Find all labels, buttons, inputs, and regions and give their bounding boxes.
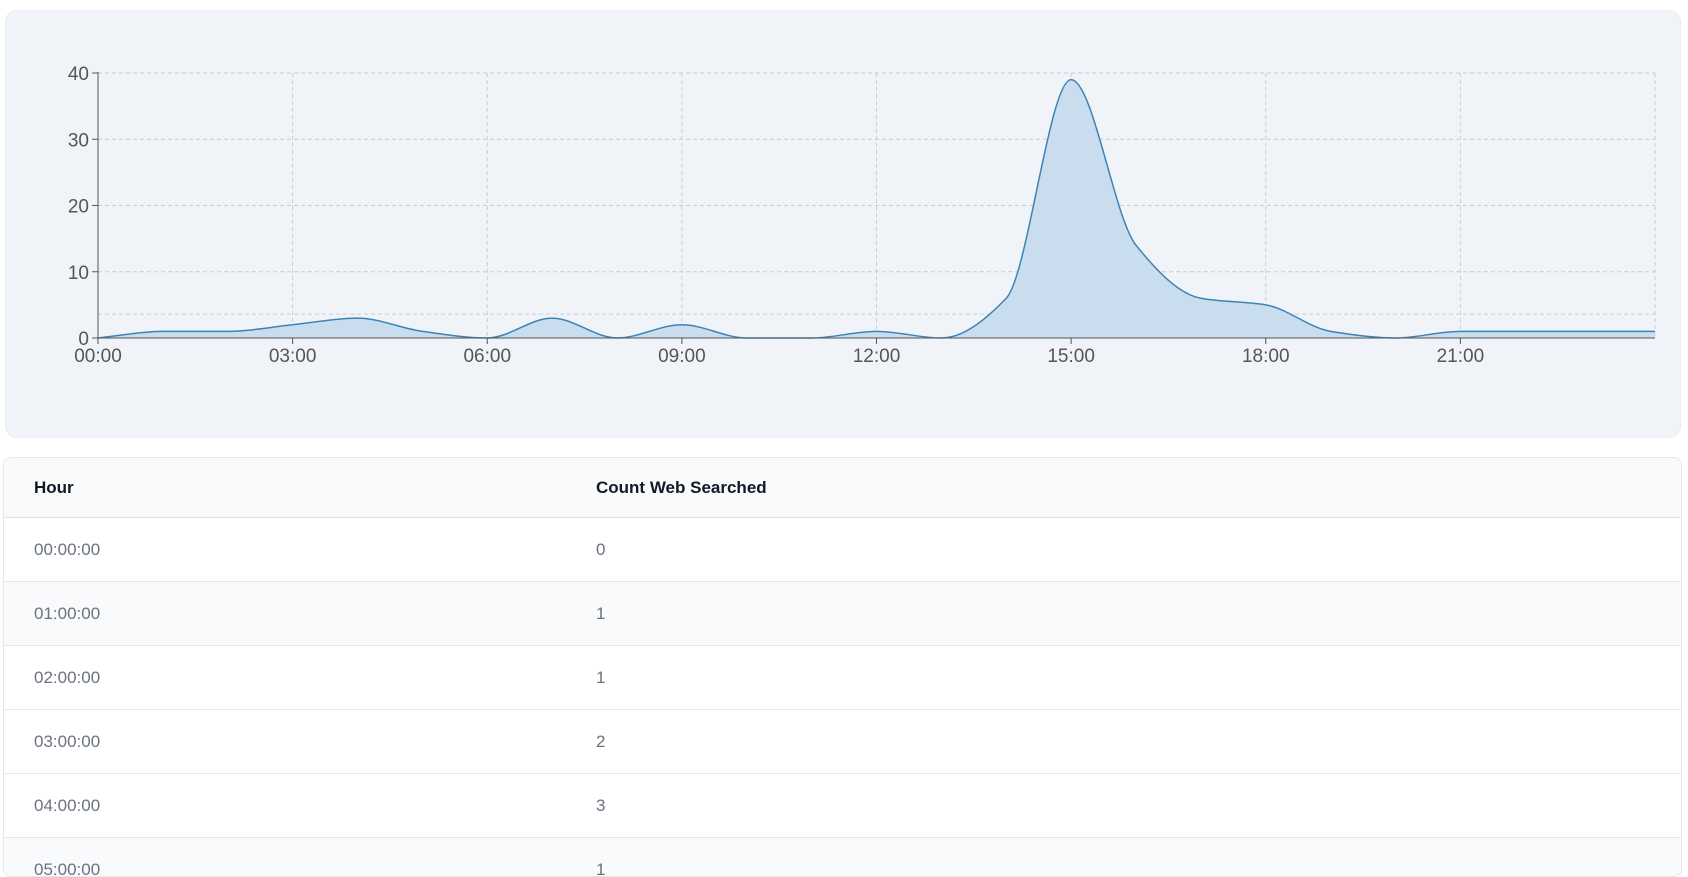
x-tick-label: 12:00 (853, 346, 901, 367)
x-tick-label: 09:00 (658, 346, 706, 367)
y-tick-label: 40 (68, 64, 89, 85)
data-table: Hour Count Web Searched 00:00:00 0 01:00… (3, 457, 1682, 877)
count-cell: 1 (596, 859, 606, 877)
chart-panel: 0 10 20 30 40 00:00 03:00 06:00 09:00 12:00 15:00 1… (5, 10, 1681, 438)
hour-cell: 03:00:00 (34, 731, 101, 751)
hour-cell: 04:00:00 (34, 795, 101, 815)
table-row: 03:00:00 2 (4, 710, 1681, 774)
y-tick-label: 30 (68, 130, 89, 151)
table-header-row: Hour Count Web Searched (4, 458, 1681, 518)
count-cell: 0 (596, 539, 606, 559)
x-tick-label: 18:00 (1242, 346, 1290, 367)
x-tick-label: 00:00 (74, 346, 122, 367)
count-cell: 3 (596, 795, 606, 815)
hour-cell: 05:00:00 (34, 859, 101, 877)
table-row: 02:00:00 1 (4, 646, 1681, 710)
count-cell: 1 (596, 667, 606, 687)
count-cell: 2 (596, 731, 606, 751)
table-row: 05:00:00 1 (4, 838, 1681, 877)
area-chart: 0 10 20 30 40 00:00 03:00 06:00 09:00 12:00 15:00 1… (68, 64, 1656, 367)
x-tick-label: 15:00 (1047, 346, 1095, 367)
x-tick-label: 06:00 (463, 346, 511, 367)
y-tick-label: 0 (78, 329, 89, 350)
x-tick-label: 21:00 (1437, 346, 1485, 367)
count-cell: 1 (596, 603, 606, 623)
y-tick-label: 10 (68, 263, 89, 284)
y-tick-label: 20 (68, 197, 89, 218)
hour-cell: 00:00:00 (34, 539, 101, 559)
column-header-count[interactable]: Count Web Searched (596, 477, 767, 497)
hour-cell: 02:00:00 (34, 667, 101, 687)
table-row: 04:00:00 3 (4, 774, 1681, 838)
hour-cell: 01:00:00 (34, 603, 101, 623)
table-row: 01:00:00 1 (4, 582, 1681, 646)
x-tick-label: 03:00 (269, 346, 317, 367)
series-line (97, 78, 1655, 339)
column-header-hour[interactable]: Hour (34, 477, 74, 497)
table-row: 00:00:00 0 (4, 518, 1681, 582)
